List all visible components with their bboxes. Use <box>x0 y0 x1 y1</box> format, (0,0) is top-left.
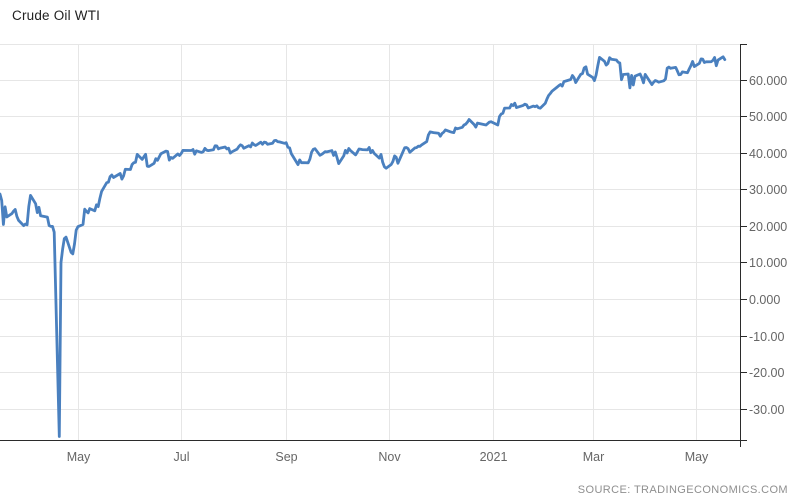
price-line <box>0 55 727 438</box>
y-axis-label: -30.00 <box>749 403 784 417</box>
y-axis-label: 60.000 <box>749 74 787 88</box>
axes-group <box>0 44 747 447</box>
y-axis-label: 50.000 <box>749 110 787 124</box>
y-axis-label: 10.000 <box>749 256 787 270</box>
price-series-group <box>0 55 727 438</box>
x-axis-label: Mar <box>583 450 605 464</box>
axis-labels-group: 60.000 50.000 40.000 30.000 20.000 10.000 0.00… <box>67 74 788 464</box>
x-axis-label: Nov <box>378 450 401 464</box>
x-axis-label: Sep <box>275 450 297 464</box>
x-axis-label: May <box>685 450 709 464</box>
y-axis-label: -20.00 <box>749 366 784 380</box>
y-axis-label: -10.00 <box>749 330 784 344</box>
chart-title: Crude Oil WTI <box>12 8 101 23</box>
y-axis-label: 20.000 <box>749 220 787 234</box>
y-axis-label: 40.000 <box>749 147 787 161</box>
gridlines-group <box>0 44 740 440</box>
x-axis-label: 2021 <box>480 450 508 464</box>
x-axis-label: May <box>67 450 91 464</box>
source-credit: SOURCE: TRADINGECONOMICS.COM <box>577 484 788 496</box>
y-axis-label: 30.000 <box>749 183 787 197</box>
x-axis-label: Jul <box>174 450 190 464</box>
y-axis-label: 0.000 <box>749 293 780 307</box>
